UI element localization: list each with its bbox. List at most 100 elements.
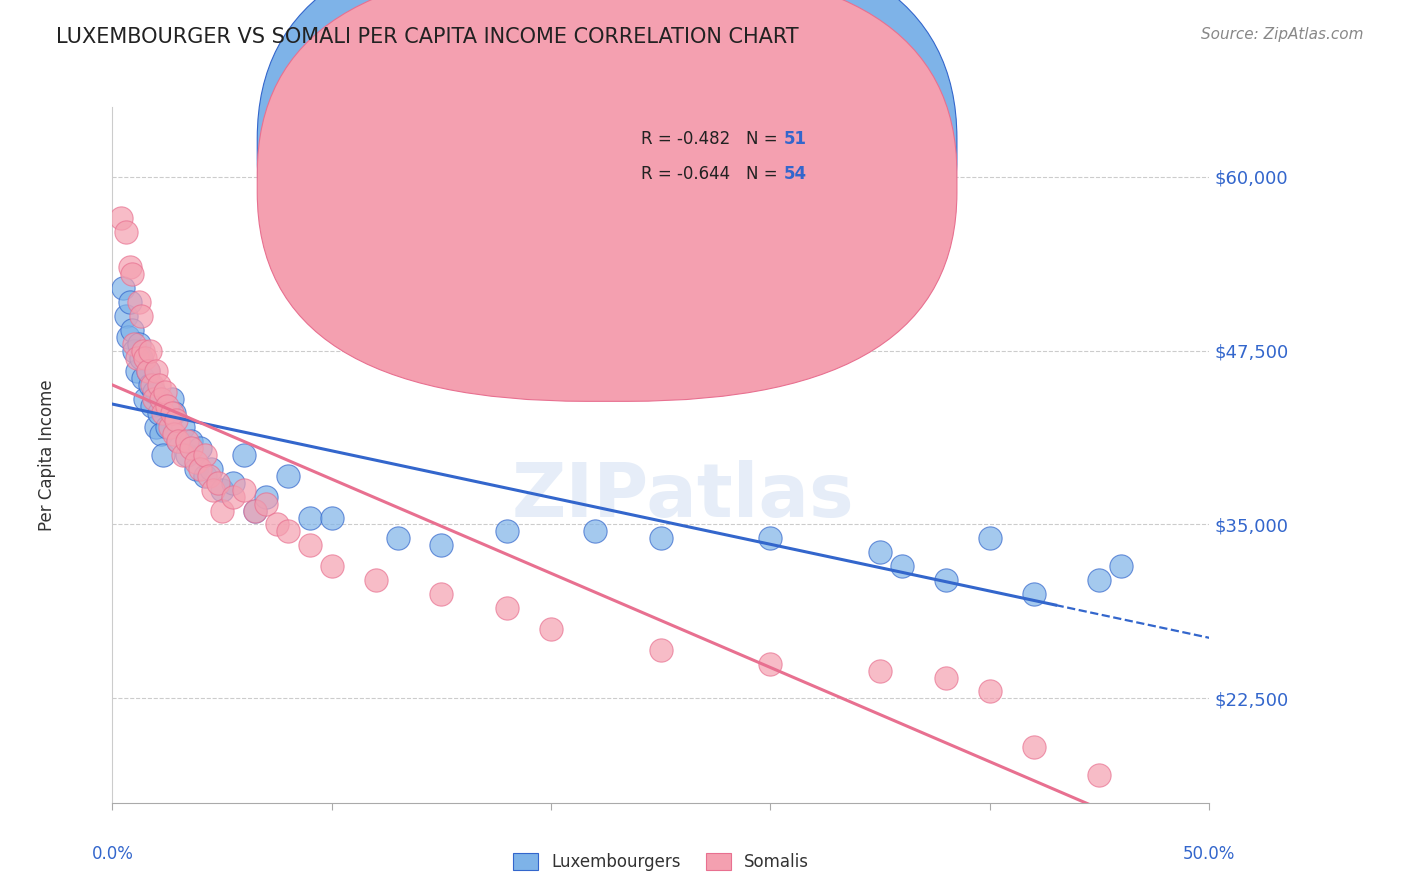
Point	[163, 406, 186, 420]
Point	[254, 490, 277, 504]
Point	[180, 434, 202, 448]
Point	[114, 225, 136, 239]
Point	[869, 664, 891, 678]
Point	[129, 309, 152, 323]
Point	[211, 503, 233, 517]
Point	[387, 532, 409, 546]
Point	[132, 343, 155, 358]
Point	[321, 559, 343, 574]
Point	[118, 260, 141, 274]
Point	[156, 399, 179, 413]
Point	[172, 420, 194, 434]
Point	[184, 462, 207, 476]
Point	[1022, 740, 1045, 755]
FancyBboxPatch shape	[257, 0, 957, 367]
Point	[194, 448, 217, 462]
Point	[184, 455, 207, 469]
Text: 0.0%: 0.0%	[91, 845, 134, 863]
Point	[165, 413, 187, 427]
Point	[979, 532, 1001, 546]
Point	[200, 462, 222, 476]
Point	[121, 323, 143, 337]
Text: LUXEMBOURGER VS SOMALI PER CAPITA INCOME CORRELATION CHART: LUXEMBOURGER VS SOMALI PER CAPITA INCOME…	[56, 27, 799, 46]
Point	[136, 364, 159, 378]
Point	[145, 364, 167, 378]
Point	[321, 510, 343, 524]
Point	[496, 524, 519, 539]
Text: 51: 51	[783, 130, 807, 148]
Point	[117, 329, 139, 343]
Text: 50.0%: 50.0%	[1182, 845, 1236, 863]
Point	[118, 294, 141, 309]
Point	[277, 468, 299, 483]
Point	[188, 441, 211, 455]
Point	[124, 336, 146, 351]
Point	[243, 503, 266, 517]
Legend: Luxembourgers, Somalis: Luxembourgers, Somalis	[506, 847, 815, 878]
Point	[156, 420, 179, 434]
Point	[176, 434, 198, 448]
Point	[430, 538, 453, 552]
Text: 54: 54	[783, 165, 807, 183]
Point	[540, 622, 562, 636]
Point	[869, 545, 891, 559]
Point	[1088, 573, 1111, 587]
Point	[935, 573, 957, 587]
Point	[139, 378, 162, 392]
Point	[143, 392, 166, 407]
Point	[160, 392, 183, 407]
Point	[207, 475, 229, 490]
Point	[935, 671, 957, 685]
Point	[160, 406, 183, 420]
Point	[266, 517, 288, 532]
Point	[211, 483, 233, 497]
Point	[650, 532, 672, 546]
Point	[1088, 768, 1111, 782]
Point	[163, 427, 186, 442]
Point	[134, 392, 156, 407]
Point	[110, 211, 132, 226]
Point	[152, 406, 174, 420]
Point	[430, 587, 453, 601]
Point	[125, 364, 148, 378]
Point	[298, 538, 321, 552]
FancyBboxPatch shape	[257, 0, 957, 401]
Point	[143, 385, 166, 400]
Point	[167, 434, 190, 448]
Point	[153, 385, 176, 400]
Point	[583, 524, 606, 539]
Point	[1022, 587, 1045, 601]
Point	[180, 441, 202, 455]
Point	[112, 281, 135, 295]
Point	[277, 524, 299, 539]
Point	[176, 448, 198, 462]
Point	[141, 378, 163, 392]
FancyBboxPatch shape	[568, 121, 842, 208]
Point	[233, 448, 256, 462]
Point	[759, 532, 782, 546]
Point	[979, 684, 1001, 698]
Point	[198, 468, 221, 483]
Point	[254, 497, 277, 511]
Point	[134, 351, 156, 365]
Point	[148, 406, 170, 420]
Point	[650, 642, 672, 657]
Point	[132, 371, 155, 385]
Point	[202, 483, 225, 497]
Point	[364, 573, 387, 587]
Point	[125, 351, 148, 365]
Point	[141, 399, 163, 413]
Point	[1111, 559, 1133, 574]
Text: Per Capita Income: Per Capita Income	[38, 379, 56, 531]
Text: N =: N =	[747, 165, 783, 183]
Text: R = -0.482: R = -0.482	[641, 130, 730, 148]
Point	[222, 475, 245, 490]
Point	[172, 448, 194, 462]
Point	[159, 420, 181, 434]
Point	[128, 336, 150, 351]
Point	[194, 468, 217, 483]
Point	[298, 510, 321, 524]
Point	[167, 434, 190, 448]
Point	[124, 343, 146, 358]
Point	[891, 559, 914, 574]
